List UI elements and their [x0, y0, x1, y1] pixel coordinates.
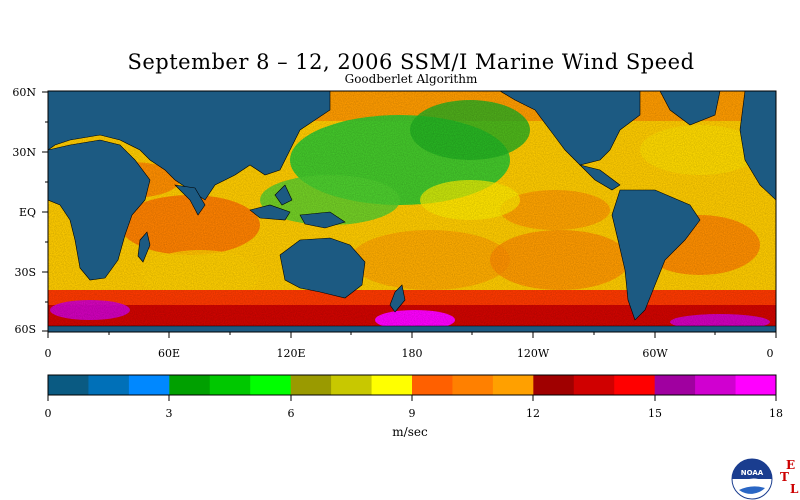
lat-label-60n: 60N [12, 86, 36, 99]
wind-field [48, 91, 776, 332]
lon-label-60w: 60W [642, 347, 668, 360]
colorbar-swatch [735, 375, 777, 395]
colorbar-label-0: 0 [44, 407, 52, 420]
colorbar-swatch [452, 375, 494, 395]
colorbar-swatch [331, 375, 373, 395]
lat-label-30s: 30S [14, 266, 36, 279]
colorbar-swatch [88, 375, 130, 395]
map-title: September 8 – 12, 2006 SSM/I Marine Wind… [127, 50, 695, 74]
colorbar-swatch [290, 375, 332, 395]
colorbar-swatch [169, 375, 211, 395]
colorbar-label-6: 6 [287, 407, 295, 420]
colorbar-swatch [614, 375, 656, 395]
etl-letter-e: E [786, 458, 796, 472]
colorbar-ticks [47, 395, 777, 401]
lat-label-30n: 30N [12, 146, 36, 159]
etl-letter-l: L [790, 482, 799, 496]
map-subtitle: Goodberlet Algorithm [344, 72, 478, 86]
noaa-logo-text: NOAA [741, 469, 764, 477]
lat-label-60s: 60S [14, 323, 36, 336]
lon-label-120e: 120E [276, 347, 306, 360]
colorbar-units: m/sec [392, 425, 428, 439]
lon-label-180: 180 [401, 347, 423, 360]
colorbar-swatch [209, 375, 251, 395]
colorbar-label-9: 9 [408, 407, 416, 420]
colorbar-swatch [412, 375, 453, 395]
colorbar-swatch [250, 375, 292, 395]
colorbar-swatch [371, 375, 413, 395]
lon-label-120w: 120W [516, 347, 550, 360]
colorbar-swatch [48, 375, 89, 395]
colorbar-swatch [695, 375, 737, 395]
land-masses [48, 91, 776, 332]
colorbar-swatch [573, 375, 615, 395]
lon-label-60e: 60E [157, 347, 181, 360]
lat-label-eq: EQ [18, 206, 36, 219]
colorbar-label-15: 15 [648, 407, 662, 420]
colorbar-label-12: 12 [526, 407, 540, 420]
colorbar-swatch [654, 375, 696, 395]
lon-label-0-east: 0 [766, 347, 774, 360]
map-ticks [42, 91, 777, 338]
colorbar [48, 375, 777, 395]
noaa-logo-icon: NOAA [731, 458, 773, 500]
colorbar-label-18: 18 [769, 407, 783, 420]
lon-label-0-west: 0 [44, 347, 52, 360]
etl-letter-t: T [780, 470, 789, 484]
colorbar-label-3: 3 [165, 407, 173, 420]
colorbar-swatch [533, 375, 575, 395]
colorbar-swatch [492, 375, 534, 395]
colorbar-swatch [128, 375, 170, 395]
